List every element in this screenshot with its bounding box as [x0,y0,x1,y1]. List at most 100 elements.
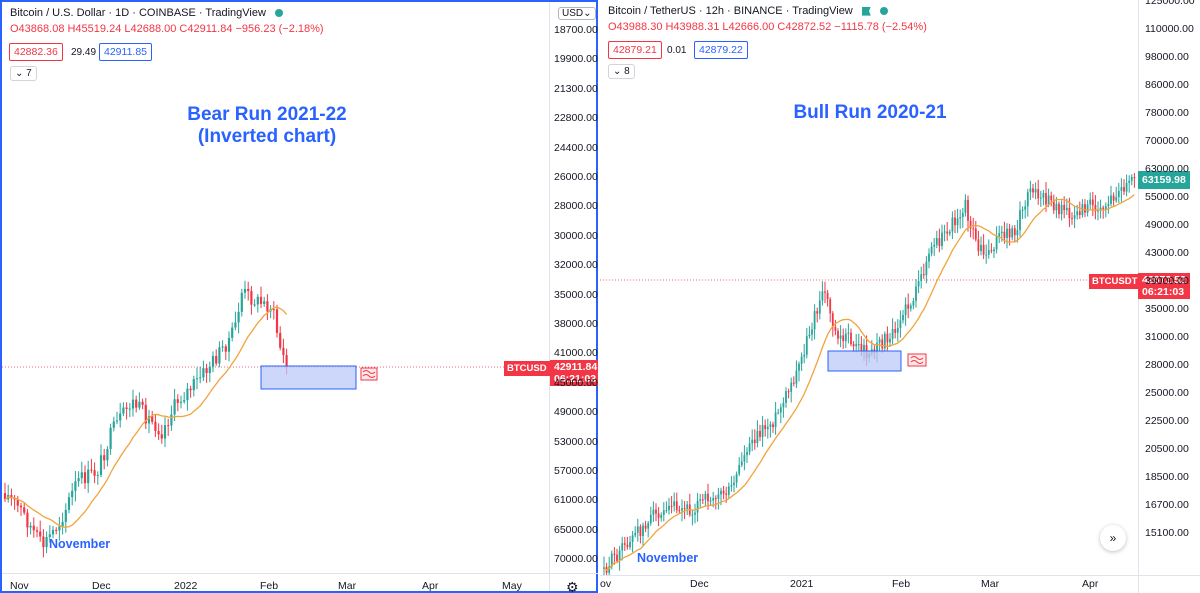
right-candle [881,339,884,349]
right-candle [948,231,951,234]
right-candle [636,526,639,533]
left-candle [80,472,83,479]
right-candle [772,424,774,428]
left-candle [58,526,61,531]
right-symbol-title[interactable]: Bitcoin / TetherUS · 12h · BINANCE · Tra… [608,5,853,17]
left-plot-area[interactable] [2,2,550,574]
left-indicators-toggle[interactable]: ⌄ 7 [10,66,37,81]
right-ask-box[interactable]: 42879.22 [694,41,748,59]
right-candle [709,500,712,502]
left-last-price: 42911.84 [554,361,598,373]
right-candle [735,474,738,483]
right-candle [1091,199,1094,206]
left-annotation-line2: (Inverted chart) [197,126,337,147]
left-candle [87,469,90,484]
right-candle [1024,206,1027,210]
right-price-axis-tick-0: 125000.00 [1145,0,1195,7]
right-candle [842,335,845,342]
left-price-axis-tick-16: 61000.00 [554,494,598,507]
right-candle [686,504,689,509]
right-candle [748,443,751,452]
right-last-price: 42872.52 [1142,274,1186,286]
left-annotation-title: Bear Run 2021-22 (Inverted chart) [152,104,382,148]
left-time-axis-tick-5: Apr [422,580,439,592]
right-bid-box[interactable]: 42879.21 [608,41,662,59]
right-indicators-toggle[interactable]: ⌄ 8 [608,64,635,79]
left-candle [128,408,131,410]
right-candle [766,426,769,430]
right-candle [928,253,930,262]
left-time-axis-tick-2: 2022 [174,580,198,592]
right-price-axis-tick-3: 86000.00 [1145,79,1189,91]
right-candle [933,244,936,247]
left-candle [157,430,160,435]
right-candle [665,510,668,512]
right-countdown: 06:21:03 [1142,286,1185,298]
left-candle [42,536,45,548]
left-price-axis-tick-10: 38000.00 [554,318,598,330]
right-plot-area[interactable] [600,0,1138,575]
left-price-axis-tick-9: 35000.00 [554,288,598,301]
currency-button[interactable]: USD⌄ [558,7,596,20]
left-candle [285,355,288,368]
right-candle [1058,203,1060,215]
right-candle [642,525,644,537]
right-candle [1047,195,1050,205]
right-candle [759,430,761,437]
right-price-axis-tick-15: 22500.00 [1145,415,1189,427]
gear-icon[interactable]: ⚙ [566,579,579,593]
right-candle [925,261,928,276]
right-candle [831,313,834,328]
right-candle [608,566,611,573]
right-candle [857,344,860,346]
right-candle [863,344,865,352]
left-candle [3,493,7,500]
right-candle [707,493,709,502]
left-price-axis-border [549,2,550,591]
left-candle [131,399,135,409]
right-candle [655,509,657,514]
left-flag-marker-waves [362,370,376,378]
left-candle [64,509,67,522]
right-candle [935,238,938,245]
left-candle [183,400,186,402]
right-candle [631,535,634,542]
right-candle [860,344,863,352]
right-candle [670,505,673,507]
right-candle [980,244,982,252]
right-candle [733,482,735,485]
right-chart-panel[interactable]: Bitcoin / TetherUS · 12h · BINANCE · Tra… [600,0,1200,593]
right-candle [1026,192,1029,207]
left-bid-box[interactable]: 42882.36 [9,43,63,61]
left-candle [282,347,285,356]
right-candle [990,250,993,252]
left-candle [163,425,167,439]
left-symbol-title[interactable]: Bitcoin / U.S. Dollar · 1D · COINBASE · … [10,7,266,19]
right-time-axis-tick-4: Mar [981,578,1000,590]
right-candle [1120,187,1123,191]
right-candle [977,239,980,252]
left-time-axis-tick-3: Feb [260,580,279,592]
right-candle [920,274,923,282]
right-candle [691,514,694,516]
left-price-axis-tick-13: 49000.00 [554,406,598,419]
right-candle [1076,211,1079,216]
right-price-axis-tick-7: 55000.00 [1145,191,1189,203]
left-candle [247,288,250,292]
left-candle [10,494,13,499]
left-candle [39,531,42,537]
right-candle [1094,205,1097,212]
right-candle [1112,195,1115,201]
left-candle [96,474,99,476]
right-candle [837,330,839,339]
right-candle [740,461,743,466]
right-candle [660,514,663,518]
left-candle [202,368,205,378]
left-chart-header: Bitcoin / U.S. Dollar · 1D · COINBASE · … [10,7,283,19]
left-ask-box[interactable]: 42911.85 [99,43,153,61]
double-chevron-right-icon[interactable]: » [1100,525,1126,551]
left-candle [71,490,74,498]
left-price-axis-tick-12: 45000.00 [554,376,598,389]
right-candle [1045,193,1047,205]
left-chart-panel[interactable]: Bitcoin / U.S. Dollar · 1D · COINBASE · … [0,0,598,593]
